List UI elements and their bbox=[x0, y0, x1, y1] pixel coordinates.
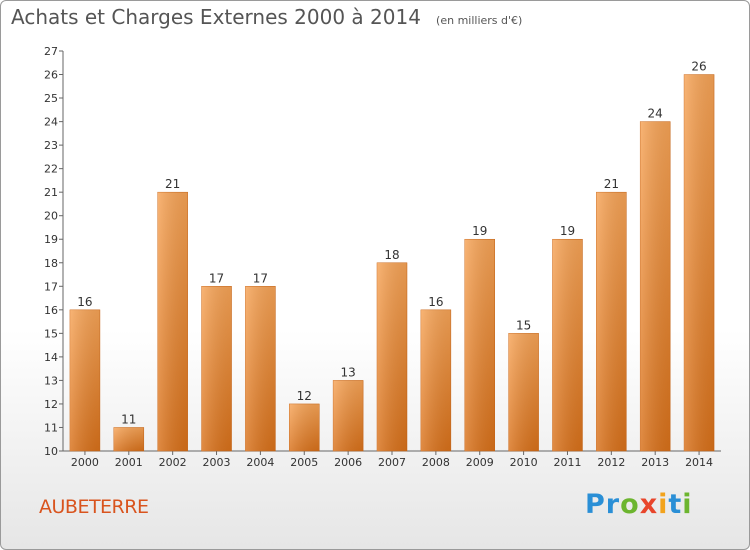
bar-shade bbox=[420, 309, 451, 451]
bar-shade bbox=[245, 286, 276, 451]
value-label: 21 bbox=[604, 177, 619, 191]
bar-shade bbox=[464, 239, 495, 451]
value-label: 13 bbox=[340, 365, 355, 379]
bar-shade bbox=[333, 380, 364, 451]
bar-shade bbox=[596, 192, 627, 452]
value-labels: 16 11 21 17 17 12 13 18 16 19 15 19 21 24 26 bbox=[77, 60, 706, 427]
chart-unit: (en milliers d'€) bbox=[436, 14, 523, 27]
bar-shade bbox=[552, 239, 583, 451]
y-tick-label: 21 bbox=[44, 186, 58, 199]
axes: 10 11 12 13 14 15 16 17 18 19 20 21 22 23 24 25 26 27 2000… bbox=[44, 45, 721, 469]
bar-shade bbox=[201, 286, 232, 451]
bar-shade bbox=[289, 403, 320, 451]
x-tick-label: 2009 bbox=[466, 456, 494, 469]
x-tick-label: 2006 bbox=[334, 456, 362, 469]
x-tick-label: 2014 bbox=[685, 456, 713, 469]
y-tick-label: 26 bbox=[44, 69, 58, 82]
y-tick-label: 27 bbox=[44, 45, 58, 58]
x-tick-label: 2007 bbox=[378, 456, 406, 469]
chart-title-block: Achats et Charges Externes 2000 à 2014 (… bbox=[11, 5, 522, 29]
x-tick-label: 2008 bbox=[422, 456, 450, 469]
logo-letter: i bbox=[658, 489, 669, 520]
bar-shade bbox=[157, 192, 188, 452]
value-label: 16 bbox=[77, 295, 92, 309]
logo-letter: P bbox=[585, 489, 606, 520]
bars bbox=[69, 74, 715, 452]
logo-letter: r bbox=[605, 489, 621, 520]
y-tick-label: 14 bbox=[44, 351, 58, 364]
logo-letter: i bbox=[682, 489, 693, 520]
x-tick-label: 2012 bbox=[597, 456, 625, 469]
x-tick-label: 2010 bbox=[510, 456, 538, 469]
value-label: 26 bbox=[691, 60, 706, 74]
value-label: 24 bbox=[648, 107, 663, 121]
y-tick-label: 12 bbox=[44, 398, 58, 411]
bar-shade bbox=[640, 121, 671, 452]
y-tick-label: 18 bbox=[44, 257, 58, 270]
y-tick-label: 15 bbox=[44, 327, 58, 340]
proxiti-logo: Proxiti bbox=[585, 489, 693, 520]
value-label: 21 bbox=[165, 177, 180, 191]
logo-letter: x bbox=[639, 489, 659, 520]
y-tick-label: 13 bbox=[44, 374, 58, 387]
x-tick-label: 2005 bbox=[290, 456, 318, 469]
bar-shade bbox=[69, 309, 100, 451]
value-label: 11 bbox=[121, 412, 136, 426]
y-tick-label: 25 bbox=[44, 92, 58, 105]
y-tick-label: 23 bbox=[44, 139, 58, 152]
y-tick-label: 24 bbox=[44, 116, 58, 129]
y-tick-label: 10 bbox=[44, 445, 58, 458]
x-tick-label: 2004 bbox=[246, 456, 274, 469]
x-tick-label: 2013 bbox=[641, 456, 669, 469]
bar-shade bbox=[508, 333, 539, 451]
y-tick-label: 16 bbox=[44, 304, 58, 317]
chart-title: Achats et Charges Externes 2000 à 2014 bbox=[11, 5, 421, 29]
value-label: 17 bbox=[253, 271, 268, 285]
y-tick-label: 11 bbox=[44, 421, 58, 434]
value-label: 19 bbox=[560, 224, 575, 238]
y-tick-label: 20 bbox=[44, 210, 58, 223]
bar-shade bbox=[377, 262, 407, 451]
y-tick-label: 19 bbox=[44, 233, 58, 246]
x-tick-label: 2000 bbox=[71, 456, 99, 469]
value-label: 16 bbox=[428, 295, 443, 309]
y-tick-label: 17 bbox=[44, 280, 58, 293]
place-name: AUBETERRE bbox=[39, 496, 149, 518]
x-tick-label: 2011 bbox=[553, 456, 581, 469]
value-label: 12 bbox=[297, 389, 312, 403]
value-label: 18 bbox=[384, 248, 399, 262]
logo-letter: o bbox=[620, 489, 640, 520]
x-tick-label: 2001 bbox=[115, 456, 143, 469]
y-tick-label: 22 bbox=[44, 163, 58, 176]
bar-shade bbox=[684, 74, 715, 451]
bar-shade bbox=[113, 427, 144, 451]
x-tick-label: 2002 bbox=[159, 456, 187, 469]
logo-letter: t bbox=[668, 489, 683, 520]
value-label: 15 bbox=[516, 318, 531, 332]
value-label: 17 bbox=[209, 271, 224, 285]
value-label: 19 bbox=[472, 224, 487, 238]
x-tick-label: 2003 bbox=[203, 456, 231, 469]
